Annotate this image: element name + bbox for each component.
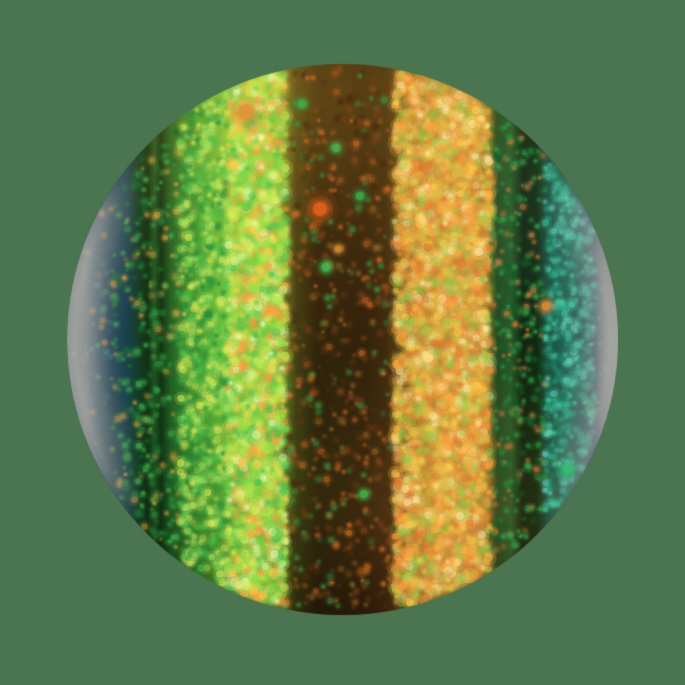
polish-swatch-photo <box>0 0 685 685</box>
photo-backdrop <box>0 0 685 685</box>
